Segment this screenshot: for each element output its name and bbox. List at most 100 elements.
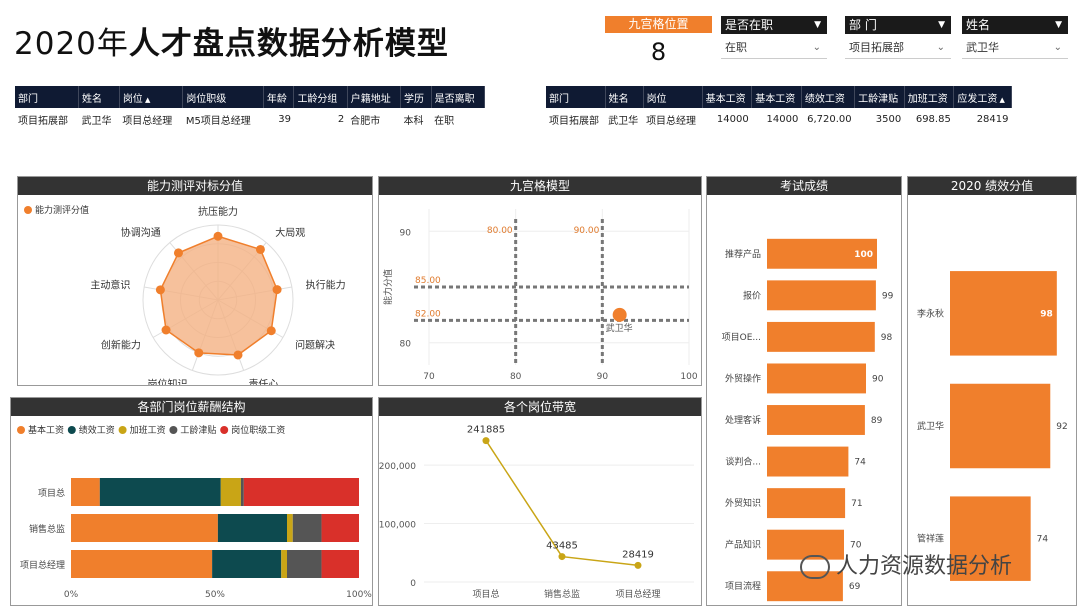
line-ytick-1: 100,000 (379, 521, 416, 531)
radar-label-6: 创新能力 (101, 339, 141, 352)
exam-bar-5 (767, 446, 849, 477)
salary-table-cell-3: 14000 (716, 113, 749, 125)
salary-table-header-6[interactable]: 工龄津贴 (854, 86, 905, 108)
scatter-hline-label-0: 85.00 (415, 276, 441, 286)
exam-category-0: 推荐产品 (725, 248, 761, 260)
ninebox-panel-title: 九宫格模型 (379, 177, 701, 195)
stack-bar-0-2 (220, 478, 241, 506)
chevron-down-icon[interactable]: ▼ (938, 20, 945, 30)
slicer-name-dropdown[interactable]: 武卫华 ⌄ (962, 37, 1068, 59)
perf-value-2: 74 (1037, 535, 1049, 545)
scatter-hline-label-1: 82.00 (415, 309, 441, 319)
table-row[interactable]: 项目拓展部 武卫华 项目总经理 M5项目总经理 39 2 合肥市 本科 在职 (15, 108, 485, 130)
perf-panel-title: 2020 绩效分值 (908, 177, 1076, 195)
watermark-text: 人力资源数据分析 (836, 554, 1013, 579)
salary-table-header-3[interactable]: 基本工资 (702, 86, 753, 108)
stack-bar-1-3 (292, 514, 322, 542)
employee-table-cell-8: 在职 (434, 115, 455, 127)
scatter-point-label-0: 武卫华 (606, 322, 633, 334)
radar-series-area (159, 235, 278, 356)
legend-marker (24, 206, 32, 214)
table-row[interactable]: 项目拓展部 武卫华 项目总经理 14000 14000 6,720.00 3500 698.8… (546, 108, 1012, 130)
exam-bar-3 (767, 363, 866, 394)
employee-table-cell-7: 本科 (403, 115, 424, 127)
salary-table-cell-7: 698.85 (915, 113, 951, 125)
salary-table-header-8[interactable]: 应发工资 ▲ (953, 86, 1012, 108)
employee-table-header-5[interactable]: 工龄分组 (293, 86, 348, 108)
perf-category-1: 武卫华 (917, 420, 944, 432)
chevron-down-icon[interactable]: ▼ (814, 20, 821, 30)
stack-legend-label-3: 工龄津贴 (180, 424, 216, 436)
exam-bar-1 (767, 280, 876, 311)
slicer-department-dropdown[interactable]: 项目拓展部 ⌄ (845, 37, 951, 59)
exam-panel-title: 考试成绩 (707, 177, 901, 195)
salary-info-table: 部门 姓名 岗位 基本工资 基本工资 绩效工资 工龄津贴 加班工资 应发工资 ▲ 项目拓展部 武卫… (546, 86, 1012, 130)
radar-panel-title: 能力测评对标分值 (18, 177, 372, 195)
perf-bar-0 (950, 271, 1057, 356)
salary-table-header-2[interactable]: 岗位 (643, 86, 703, 108)
ninebox-position-label: 九宫格位置 (605, 16, 712, 33)
scatter-xtick-1: 80 (510, 372, 522, 382)
exam-bar-7 (767, 529, 844, 560)
legend-label: 能力测评分值 (35, 204, 89, 216)
stack-bar-0-4 (243, 478, 359, 506)
salary-table-header-1[interactable]: 姓名 (605, 86, 644, 108)
stack-bar-1-2 (287, 514, 293, 542)
salary-band-chart: 0 100,000 200,000 241885 项目总 43485 销售总监 28419 项目… (379, 425, 694, 600)
salary-table-cell-6: 3500 (875, 113, 902, 125)
scatter-xtick-0: 70 (423, 372, 435, 382)
scatter-point-0 (612, 307, 627, 322)
perf-bar-1 (950, 383, 1051, 469)
perf-category-0: 李永秋 (917, 307, 944, 319)
salary-table-cell-2: 项目总经理 (646, 115, 697, 127)
band-panel-title: 各个岗位带宽 (379, 398, 701, 416)
exam-category-5: 谈判合... (725, 456, 761, 468)
radar-point-1 (255, 244, 265, 254)
exam-category-3: 外贸操作 (725, 372, 761, 384)
stack-category-2: 项目总经理 (20, 559, 65, 571)
exam-category-2: 项目OE... (722, 332, 761, 343)
exam-bar-2 (767, 321, 875, 352)
slicer-employment-status[interactable]: 是否在职 ▼ 在职 ⌄ (721, 16, 827, 59)
salary-table-cell-8: 28419 (976, 113, 1009, 125)
slicer-name-label: 姓名 (966, 18, 991, 32)
chevron-down-icon: ⌄ (812, 42, 821, 53)
exam-value-2: 98 (881, 333, 893, 343)
employee-table-header-7[interactable]: 学历 (400, 86, 432, 108)
employee-table-header-0[interactable]: 部门 (15, 86, 79, 108)
employee-table-header-1[interactable]: 姓名 (78, 86, 120, 108)
salary-table-header-0[interactable]: 部门 (546, 86, 606, 108)
stack-legend-marker-3 (169, 426, 178, 434)
stack-bar-1-0 (71, 514, 218, 542)
stack-category-1: 销售总监 (29, 523, 65, 535)
employee-table-cell-0: 项目拓展部 (18, 115, 68, 127)
chevron-down-icon[interactable]: ▼ (1055, 20, 1062, 30)
stack-bar-1-4 (321, 514, 359, 542)
scatter-xlabel: 2019绩效 (529, 384, 570, 385)
line-category-1: 销售总监 (544, 588, 580, 600)
employee-table-header-2[interactable]: 岗位 ▲ (119, 86, 184, 108)
stack-bar-2-3 (287, 550, 322, 578)
salary-table-header-7[interactable]: 加班工资 (904, 86, 955, 108)
exam-bar-0 (767, 238, 877, 269)
slicer-department[interactable]: 部 门 ▼ 项目拓展部 ⌄ (845, 16, 951, 59)
slicer-name[interactable]: 姓名 ▼ 武卫华 ⌄ (962, 16, 1068, 59)
sort-icon: ▲ (142, 95, 151, 104)
slicer-employment-status-dropdown[interactable]: 在职 ⌄ (721, 37, 827, 59)
stack-xtick-2: 100% (346, 590, 372, 600)
stack-xtick-0: 0% (64, 590, 79, 600)
radar-panel: 能力测评对标分值 能力测评分值 抗压能力大局观执行能力问题解决责任心 岗位知识 创新能… (17, 176, 373, 391)
exam-value-4: 89 (871, 416, 883, 426)
employee-table-cell-3: M5项目总经理 (185, 115, 251, 127)
employee-info-table: 部门 姓名 岗位 ▲ 岗位职级 年龄 工龄分组 户籍地址 学历 是否离职 项目拓展部 武卫华 项目总… (15, 86, 486, 130)
salary-table-header-4[interactable]: 基本工资 (751, 86, 802, 108)
salary-table-header-5[interactable]: 绩效工资 (801, 86, 856, 108)
employee-table-header-8[interactable]: 是否离职 (431, 86, 486, 108)
exam-category-8: 项目流程 (725, 580, 761, 592)
employee-table-header-4[interactable]: 年龄 (263, 86, 295, 108)
employee-table-header-6[interactable]: 户籍地址 (347, 86, 402, 108)
radar-point-8 (173, 248, 183, 258)
employee-table-header-3[interactable]: 岗位职级 (182, 86, 264, 108)
exam-bar-6 (767, 488, 846, 519)
page-title: 2020年人才盘点数据分析模型 (14, 18, 449, 63)
